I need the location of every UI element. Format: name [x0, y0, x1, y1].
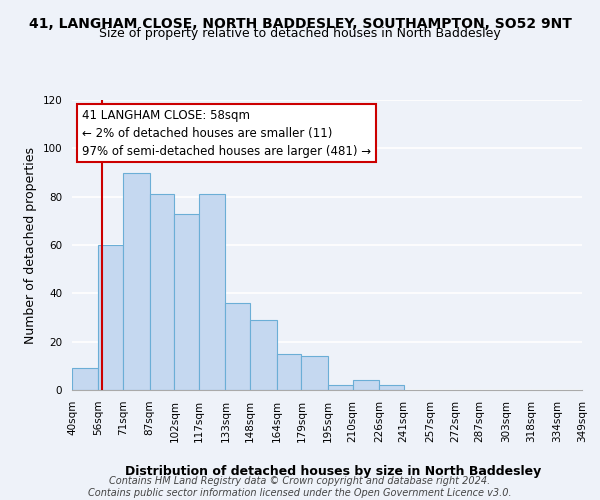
Bar	[277, 354, 301, 390]
Bar	[149, 194, 175, 390]
Text: Size of property relative to detached houses in North Baddesley: Size of property relative to detached ho…	[99, 28, 501, 40]
Text: Distribution of detached houses by size in North Baddesley: Distribution of detached houses by size …	[125, 464, 541, 477]
Text: 41, LANGHAM CLOSE, NORTH BADDESLEY, SOUTHAMPTON, SO52 9NT: 41, LANGHAM CLOSE, NORTH BADDESLEY, SOUT…	[29, 18, 571, 32]
Text: 41 LANGHAM CLOSE: 58sqm
← 2% of detached houses are smaller (11)
97% of semi-det: 41 LANGHAM CLOSE: 58sqm ← 2% of detached…	[82, 108, 371, 158]
Bar	[72, 368, 98, 390]
Bar	[199, 194, 226, 390]
Bar	[250, 320, 277, 390]
Y-axis label: Number of detached properties: Number of detached properties	[24, 146, 37, 344]
Bar	[328, 385, 353, 390]
Bar	[379, 385, 404, 390]
Text: Contains HM Land Registry data © Crown copyright and database right 2024.
Contai: Contains HM Land Registry data © Crown c…	[88, 476, 512, 498]
Bar	[353, 380, 379, 390]
Bar	[123, 172, 149, 390]
Bar	[175, 214, 199, 390]
Bar	[301, 356, 328, 390]
Bar	[226, 303, 250, 390]
Bar	[98, 245, 123, 390]
